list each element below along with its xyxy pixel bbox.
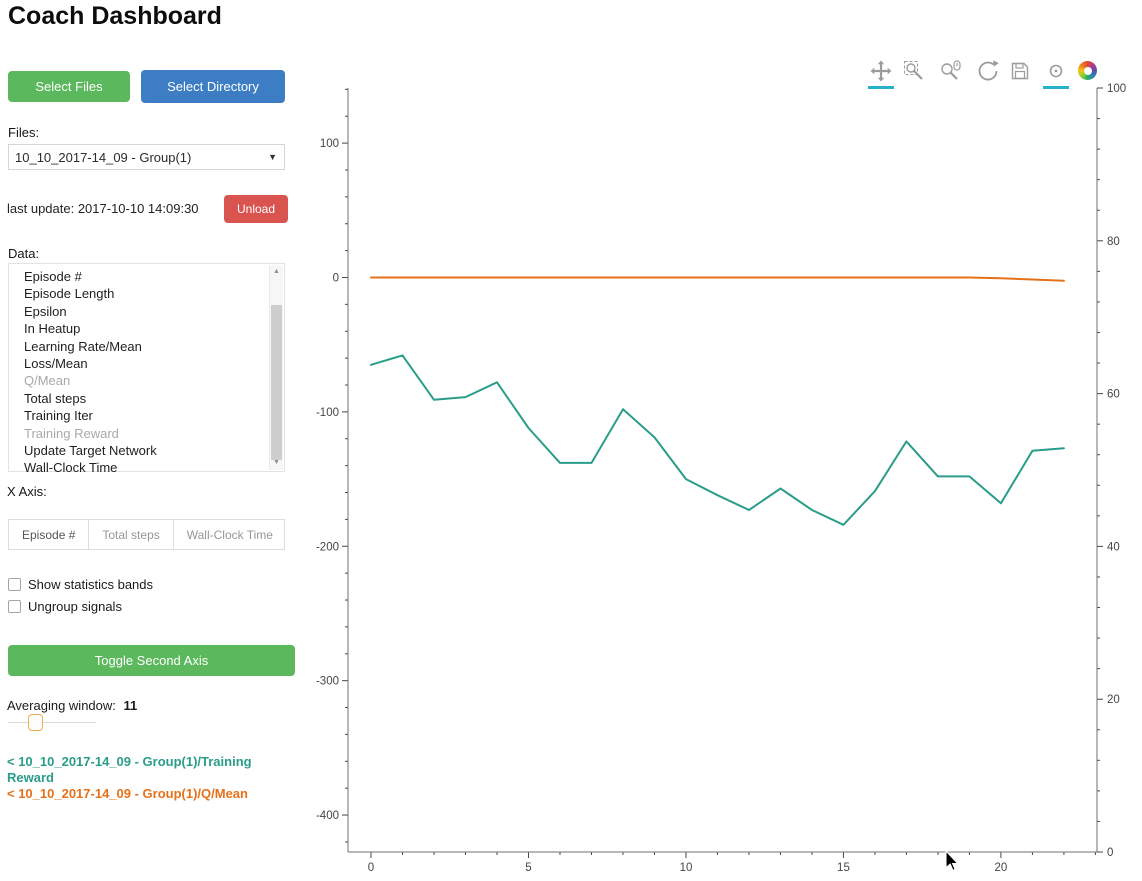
- save-tool-icon[interactable]: [1007, 58, 1033, 84]
- list-item-selected[interactable]: Q/Mean: [24, 373, 71, 389]
- hover-tool-active-indicator: [1043, 86, 1069, 89]
- averaging-window-value: 11: [123, 698, 138, 713]
- legend-item-training-reward[interactable]: < 10_10_2017-14_09 - Group(1)/Training R…: [7, 754, 252, 785]
- box-zoom-tool-icon[interactable]: [901, 58, 927, 84]
- list-item[interactable]: Training Iter: [24, 408, 93, 424]
- x-axis-label: X Axis:: [7, 484, 47, 499]
- list-item[interactable]: Update Target Network: [24, 442, 157, 458]
- averaging-slider-track[interactable]: [8, 722, 96, 723]
- select-directory-button[interactable]: Select Directory: [141, 70, 285, 103]
- ungroup-signals-row[interactable]: Ungroup signals: [8, 597, 122, 615]
- scroll-up-icon[interactable]: ▲: [273, 268, 280, 275]
- files-select[interactable]: 10_10_2017-14_09 - Group(1) ▼: [8, 144, 285, 170]
- list-item-selected[interactable]: Training Reward: [24, 425, 119, 441]
- svg-text:-200: -200: [316, 541, 339, 553]
- tab-total-steps[interactable]: Total steps: [89, 520, 174, 549]
- toggle-second-axis-button[interactable]: Toggle Second Axis: [8, 645, 295, 676]
- averaging-window-label: Averaging window:: [7, 698, 116, 713]
- svg-text:100: 100: [1107, 83, 1126, 95]
- svg-text:80: 80: [1107, 236, 1120, 248]
- tab-episode-number[interactable]: Episode #: [9, 520, 90, 549]
- wheel-zoom-tool-icon[interactable]: [937, 58, 963, 84]
- list-item[interactable]: Loss/Mean: [24, 355, 88, 371]
- last-update-text: last update: 2017-10-10 14:09:30: [7, 201, 199, 216]
- mouse-cursor: [945, 849, 959, 872]
- svg-text:15: 15: [837, 862, 850, 874]
- list-item[interactable]: Episode Length: [24, 286, 115, 302]
- list-item[interactable]: Wall-Clock Time: [24, 460, 118, 476]
- files-label: Files:: [8, 125, 40, 140]
- reset-tool-icon[interactable]: [975, 58, 1001, 84]
- data-label: Data:: [8, 246, 40, 261]
- page-title: Coach Dashboard: [8, 2, 222, 30]
- files-select-value: 10_10_2017-14_09 - Group(1): [15, 149, 192, 165]
- ungroup-signals-label: Ungroup signals: [28, 598, 122, 614]
- svg-text:0: 0: [368, 862, 374, 874]
- legend-item-q-mean[interactable]: < 10_10_2017-14_09 - Group(1)/Q/Mean: [7, 786, 248, 801]
- svg-text:0: 0: [333, 272, 339, 284]
- scroll-down-icon[interactable]: ▼: [273, 459, 280, 466]
- series-line: [370, 354, 1065, 526]
- svg-text:20: 20: [1107, 694, 1120, 706]
- unload-button[interactable]: Unload: [224, 195, 288, 223]
- svg-text:0: 0: [1107, 847, 1113, 859]
- ungroup-signals-checkbox[interactable]: [8, 599, 21, 613]
- bokeh-logo-hole: [1083, 66, 1092, 75]
- list-item[interactable]: Total steps: [24, 390, 87, 406]
- svg-text:40: 40: [1107, 541, 1120, 553]
- svg-text:-300: -300: [316, 676, 339, 688]
- svg-text:-400: -400: [316, 810, 339, 822]
- chevron-down-icon: ▼: [268, 152, 277, 162]
- pan-tool-icon[interactable]: [868, 58, 894, 84]
- hover-tool-icon[interactable]: [1043, 58, 1069, 84]
- list-scrollbar[interactable]: ▲ ▼: [269, 265, 283, 470]
- svg-text:20: 20: [995, 862, 1008, 874]
- tab-wall-clock-time[interactable]: Wall-Clock Time: [186, 527, 273, 542]
- data-signal-list: Episode # Episode Length Epsilon In Heat…: [8, 263, 285, 475]
- select-files-button[interactable]: Select Files: [8, 71, 130, 102]
- svg-text:10: 10: [680, 862, 693, 874]
- x-axis-tab-group: Episode # Total steps Wall-Clock Time: [8, 519, 285, 550]
- pan-tool-active-indicator: [868, 86, 894, 89]
- series-line: [370, 276, 1065, 282]
- show-statistics-bands-checkbox[interactable]: [8, 577, 21, 591]
- averaging-window-row: Averaging window: 11: [7, 698, 137, 713]
- averaging-slider-handle[interactable]: [28, 714, 43, 731]
- show-statistics-bands-row[interactable]: Show statistics bands: [8, 575, 153, 593]
- svg-text:60: 60: [1107, 389, 1120, 401]
- list-item[interactable]: In Heatup: [24, 321, 81, 337]
- bokeh-logo[interactable]: [1078, 61, 1097, 80]
- svg-text:5: 5: [525, 862, 531, 874]
- list-item[interactable]: Episode #: [24, 269, 82, 284]
- plot-canvas[interactable]: 20 15 10 5 0 0 20 40 60 80 100 -400 -300 -200 -100 0 100: [300, 0, 1142, 881]
- list-item[interactable]: Learning Rate/Mean: [24, 338, 142, 354]
- svg-text:-100: -100: [316, 407, 339, 419]
- scrollbar-thumb[interactable]: [271, 305, 282, 460]
- svg-text:100: 100: [320, 138, 339, 150]
- show-statistics-bands-label: Show statistics bands: [28, 576, 154, 592]
- list-item[interactable]: Epsilon: [24, 303, 67, 319]
